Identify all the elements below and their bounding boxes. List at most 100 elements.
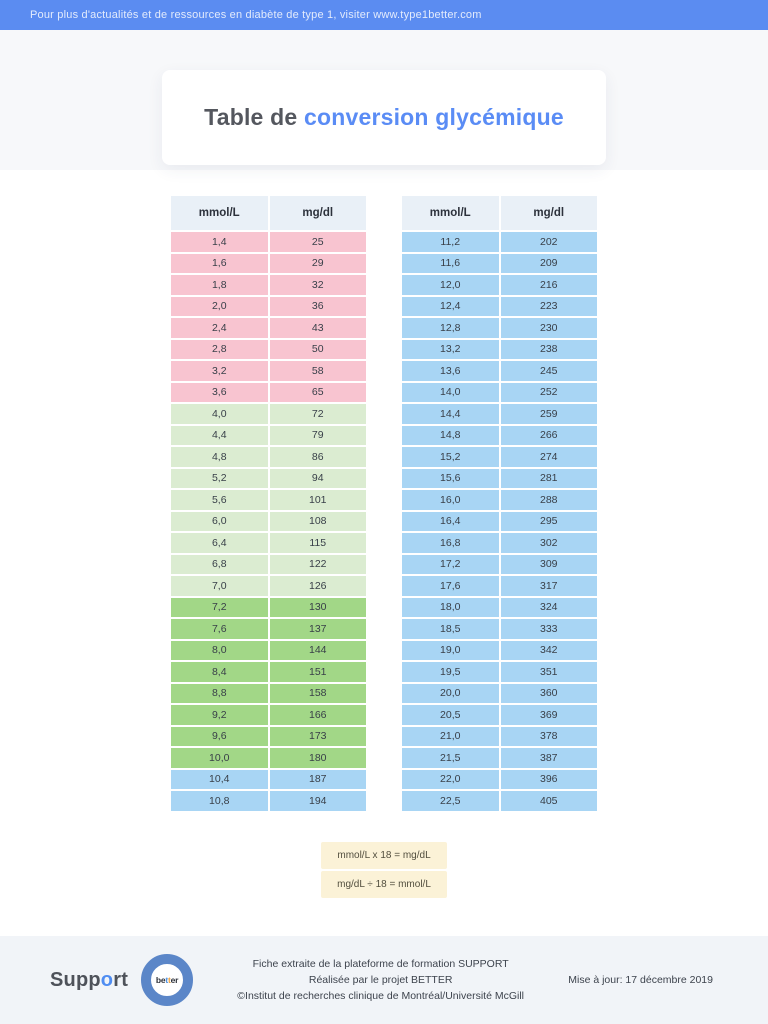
- table-row: 19,5 351: [402, 662, 597, 682]
- mmol-cell: 11,2: [402, 232, 499, 252]
- table-row: 1,6 29: [171, 253, 366, 273]
- table-row: 12,4 223: [402, 296, 597, 316]
- mg-cell: 122: [269, 554, 366, 574]
- mmol-cell: 14,8: [402, 425, 499, 445]
- table-row: 21,5 387: [402, 748, 597, 768]
- mmol-cell: 3,6: [171, 382, 268, 402]
- mg-cell: 216: [500, 275, 597, 295]
- mg-cell: 351: [500, 662, 597, 682]
- mmol-cell: 7,6: [171, 619, 268, 639]
- mg-cell: 29: [269, 253, 366, 273]
- mmol-cell: 10,4: [171, 769, 268, 789]
- mmol-cell: 14,4: [402, 404, 499, 424]
- table-row: 5,2 94: [171, 468, 366, 488]
- mg-cell: 144: [269, 640, 366, 660]
- mg-cell: 50: [269, 339, 366, 359]
- page-title: Table de conversion glycémique: [204, 104, 564, 131]
- mmol-cell: 2,0: [171, 296, 268, 316]
- page-title-highlight: conversion glycémique: [303, 104, 564, 130]
- mg-cell: 115: [269, 533, 366, 553]
- table-row: 14,4 259: [402, 404, 597, 424]
- table-row: 3,6 65: [171, 382, 366, 402]
- mmol-cell: 5,2: [171, 468, 268, 488]
- mg-cell: 360: [500, 683, 597, 703]
- formula-section: mmol/L x 18 = mg/dL mg/dL ÷ 18 = mmol/L: [0, 841, 768, 898]
- mg-cell: 72: [269, 404, 366, 424]
- mg-cell: 137: [269, 619, 366, 639]
- table-row: 11,6 209: [402, 253, 597, 273]
- mg-cell: 281: [500, 468, 597, 488]
- footer-credit-line3: ©Institut de recherches clinique de Mont…: [237, 990, 524, 1003]
- mg-cell: 65: [269, 382, 366, 402]
- table-row: 22,5 405: [402, 791, 597, 811]
- better-logo-text: better: [155, 975, 179, 985]
- mg-cell: 369: [500, 705, 597, 725]
- mg-cell: 405: [500, 791, 597, 811]
- conversion-table-right: mmol/L mg/dl 11,2 202 11,6 209 12,0 216 12,4 22…: [402, 196, 597, 813]
- mg-cell: 209: [500, 253, 597, 273]
- mg-cell: 295: [500, 511, 597, 531]
- mg-cell: 86: [269, 447, 366, 467]
- table-row: 14,0 252: [402, 382, 597, 402]
- table-row: 3,2 58: [171, 361, 366, 381]
- column-header-mgdl: mg/dl: [500, 196, 597, 230]
- table-row: 10,8 194: [171, 791, 366, 811]
- table-row: 17,6 317: [402, 576, 597, 596]
- table-row: 20,5 369: [402, 705, 597, 725]
- mmol-cell: 16,8: [402, 533, 499, 553]
- table-row: 16,8 302: [402, 533, 597, 553]
- mmol-cell: 10,0: [171, 748, 268, 768]
- table-row: 16,4 295: [402, 511, 597, 531]
- table-row: 5,6 101: [171, 490, 366, 510]
- mmol-cell: 1,8: [171, 275, 268, 295]
- mmol-cell: 8,0: [171, 640, 268, 660]
- mg-cell: 302: [500, 533, 597, 553]
- footer-credits: Fiche extraite de la plateforme de forma…: [237, 956, 524, 1005]
- table-row: 15,2 274: [402, 447, 597, 467]
- mg-cell: 259: [500, 404, 597, 424]
- table-row: 21,0 378: [402, 726, 597, 746]
- mmol-cell: 22,5: [402, 791, 499, 811]
- table-row: 2,8 50: [171, 339, 366, 359]
- mmol-cell: 10,8: [171, 791, 268, 811]
- mg-cell: 223: [500, 296, 597, 316]
- mmol-cell: 20,5: [402, 705, 499, 725]
- mmol-cell: 22,0: [402, 769, 499, 789]
- table-row: 9,6 173: [171, 726, 366, 746]
- formula-mg-to-mmol: mg/dL ÷ 18 = mmol/L: [321, 870, 447, 898]
- mmol-cell: 1,4: [171, 232, 268, 252]
- table-row: 2,0 36: [171, 296, 366, 316]
- conversion-tables: mmol/L mg/dl 1,4 25 1,6 29 1,8 32 2,0 36 2,4 43 2,…: [0, 170, 768, 813]
- mg-cell: 166: [269, 705, 366, 725]
- page-title-prefix: Table de: [204, 104, 304, 130]
- column-header-mmol: mmol/L: [402, 196, 499, 230]
- top-banner-text: Pour plus d'actualités et de ressources …: [30, 9, 482, 21]
- mmol-cell: 16,0: [402, 490, 499, 510]
- mg-cell: 238: [500, 339, 597, 359]
- conversion-table-left: mmol/L mg/dl 1,4 25 1,6 29 1,8 32 2,0 36 2,4 43 2,…: [171, 196, 366, 813]
- mg-cell: 130: [269, 597, 366, 617]
- table-row: 14,8 266: [402, 425, 597, 445]
- mmol-cell: 21,0: [402, 726, 499, 746]
- table-row: 13,2 238: [402, 339, 597, 359]
- mg-cell: 202: [500, 232, 597, 252]
- table-row: 1,8 32: [171, 275, 366, 295]
- mg-cell: 252: [500, 382, 597, 402]
- table-row: 12,8 230: [402, 318, 597, 338]
- mg-cell: 58: [269, 361, 366, 381]
- support-wordmark: Support: [50, 968, 129, 991]
- mmol-cell: 11,6: [402, 253, 499, 273]
- mmol-cell: 21,5: [402, 748, 499, 768]
- mg-cell: 79: [269, 425, 366, 445]
- mg-cell: 342: [500, 640, 597, 660]
- mmol-cell: 15,6: [402, 468, 499, 488]
- table-row: 16,0 288: [402, 490, 597, 510]
- mmol-cell: 1,6: [171, 253, 268, 273]
- mg-cell: 387: [500, 748, 597, 768]
- mg-cell: 274: [500, 447, 597, 467]
- mmol-cell: 12,4: [402, 296, 499, 316]
- table-row: 17,2 309: [402, 554, 597, 574]
- footer-updated-date: Mise à jour: 17 décembre 2019: [568, 974, 713, 986]
- mmol-cell: 15,2: [402, 447, 499, 467]
- mmol-cell: 19,5: [402, 662, 499, 682]
